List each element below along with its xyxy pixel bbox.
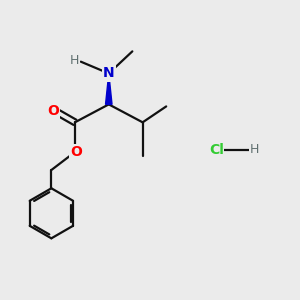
- Text: H: H: [250, 143, 259, 157]
- Text: O: O: [70, 145, 82, 159]
- Text: O: O: [47, 103, 59, 118]
- Polygon shape: [106, 74, 112, 104]
- Text: Cl: Cl: [209, 143, 224, 157]
- Text: N: N: [103, 66, 115, 80]
- Text: H: H: [70, 54, 79, 67]
